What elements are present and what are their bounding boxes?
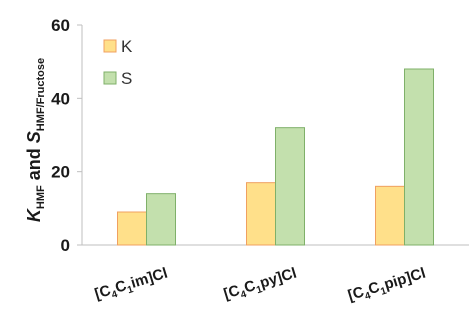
legend-label-k: K bbox=[121, 37, 133, 56]
y-tick-label: 40 bbox=[51, 89, 70, 108]
bar-s-1 bbox=[146, 193, 176, 246]
y-axis-label: KHMF and SHMF/Fructose bbox=[24, 58, 47, 222]
y-tick-label: 20 bbox=[51, 163, 70, 182]
svg-text:KHMF and SHMF/Fructose: KHMF and SHMF/Fructose bbox=[24, 58, 47, 222]
legend: KS bbox=[103, 37, 133, 88]
y-tick-label: 0 bbox=[61, 236, 70, 255]
legend-swatch-s bbox=[103, 71, 117, 85]
bar-k-3 bbox=[375, 185, 405, 246]
bar-s-3 bbox=[404, 68, 434, 246]
y-tick-label: 60 bbox=[51, 16, 70, 35]
bar-k-2 bbox=[246, 182, 276, 246]
plot-area: 0 20 40 60 [C4C1im]Cl [C4C1py]Cl [C4C1pip]Cl bbox=[51, 16, 469, 308]
x-tick-label: [C4C1pip]Cl bbox=[346, 265, 429, 308]
x-tick-label: [C4C1im]Cl bbox=[93, 265, 171, 306]
bar-k-1 bbox=[117, 211, 147, 246]
x-tick-label: [C4C1py]Cl bbox=[222, 265, 300, 306]
legend-swatch-k bbox=[103, 39, 117, 53]
bar-s-2 bbox=[275, 127, 305, 246]
legend-label-s: S bbox=[121, 69, 132, 88]
